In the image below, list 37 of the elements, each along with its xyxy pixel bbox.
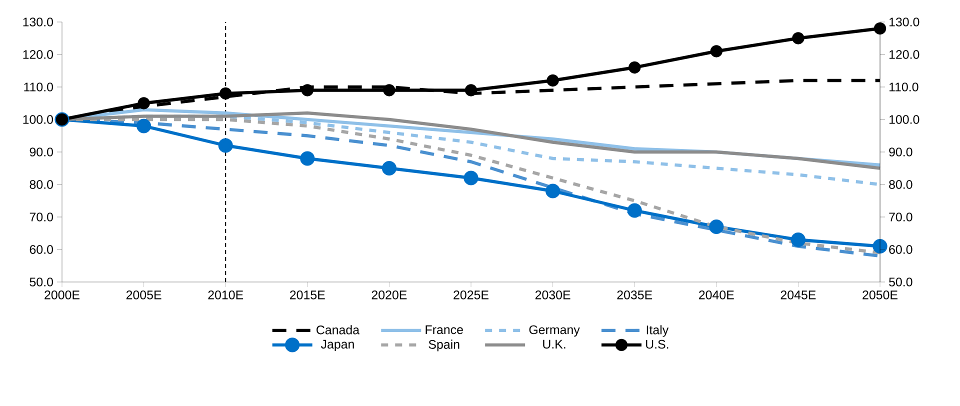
legend-label: Germany (529, 325, 580, 337)
x-tick-label: 2050E (862, 290, 898, 300)
y2-tick-label: 100.0 (889, 115, 920, 124)
x-tick-label: 2000E (44, 290, 80, 300)
y-tick-label: 100.0 (23, 115, 53, 124)
legend-label: Canada (316, 325, 360, 334)
x-tick-label: 2035E (617, 290, 652, 300)
x-tick-label: 2020E (372, 290, 407, 300)
y-tick-label: 110.0 (24, 82, 53, 92)
x-tick-label: 2010E (208, 290, 244, 300)
y2-tick-label: 50.0 (889, 278, 912, 286)
x-tick-label: 2030E (535, 290, 570, 300)
legend-label: Japan (320, 340, 354, 352)
legend-label: Italy (646, 325, 669, 337)
legend-label: U.S. (646, 340, 668, 349)
y2-tick-label: 120.0 (889, 50, 920, 59)
x-tick-label: 2045E (780, 290, 816, 300)
x-tick-label: 2015E (290, 290, 325, 300)
legend-label: France (426, 325, 463, 334)
y-tick-label: 50.0 (30, 278, 53, 286)
legend-label: Spain (428, 340, 460, 352)
y2-tick-label: 60.0 (889, 245, 912, 254)
y2-tick-label: 90.0 (889, 148, 912, 156)
y-tick-label: 90.0 (30, 148, 53, 156)
y2-tick-label: 130.0 (889, 18, 920, 26)
y-tick-label: 130.0 (23, 18, 53, 26)
y-tick-label: 80.0 (30, 180, 53, 189)
y-tick-label: 60.0 (30, 245, 53, 254)
y-tick-label: 120.0 (23, 50, 53, 59)
legend-label: U.K. (543, 340, 566, 349)
y2-tick-label: 80.0 (889, 180, 912, 189)
x-tick-label: 2025E (454, 290, 488, 300)
y2-tick-label: 110.0 (889, 82, 918, 92)
y-tick-label: 70.0 (30, 212, 53, 222)
x-tick-label: 2005E (126, 290, 162, 300)
y2-tick-label: 70.0 (889, 212, 912, 222)
x-tick-label: 2040E (699, 290, 734, 300)
